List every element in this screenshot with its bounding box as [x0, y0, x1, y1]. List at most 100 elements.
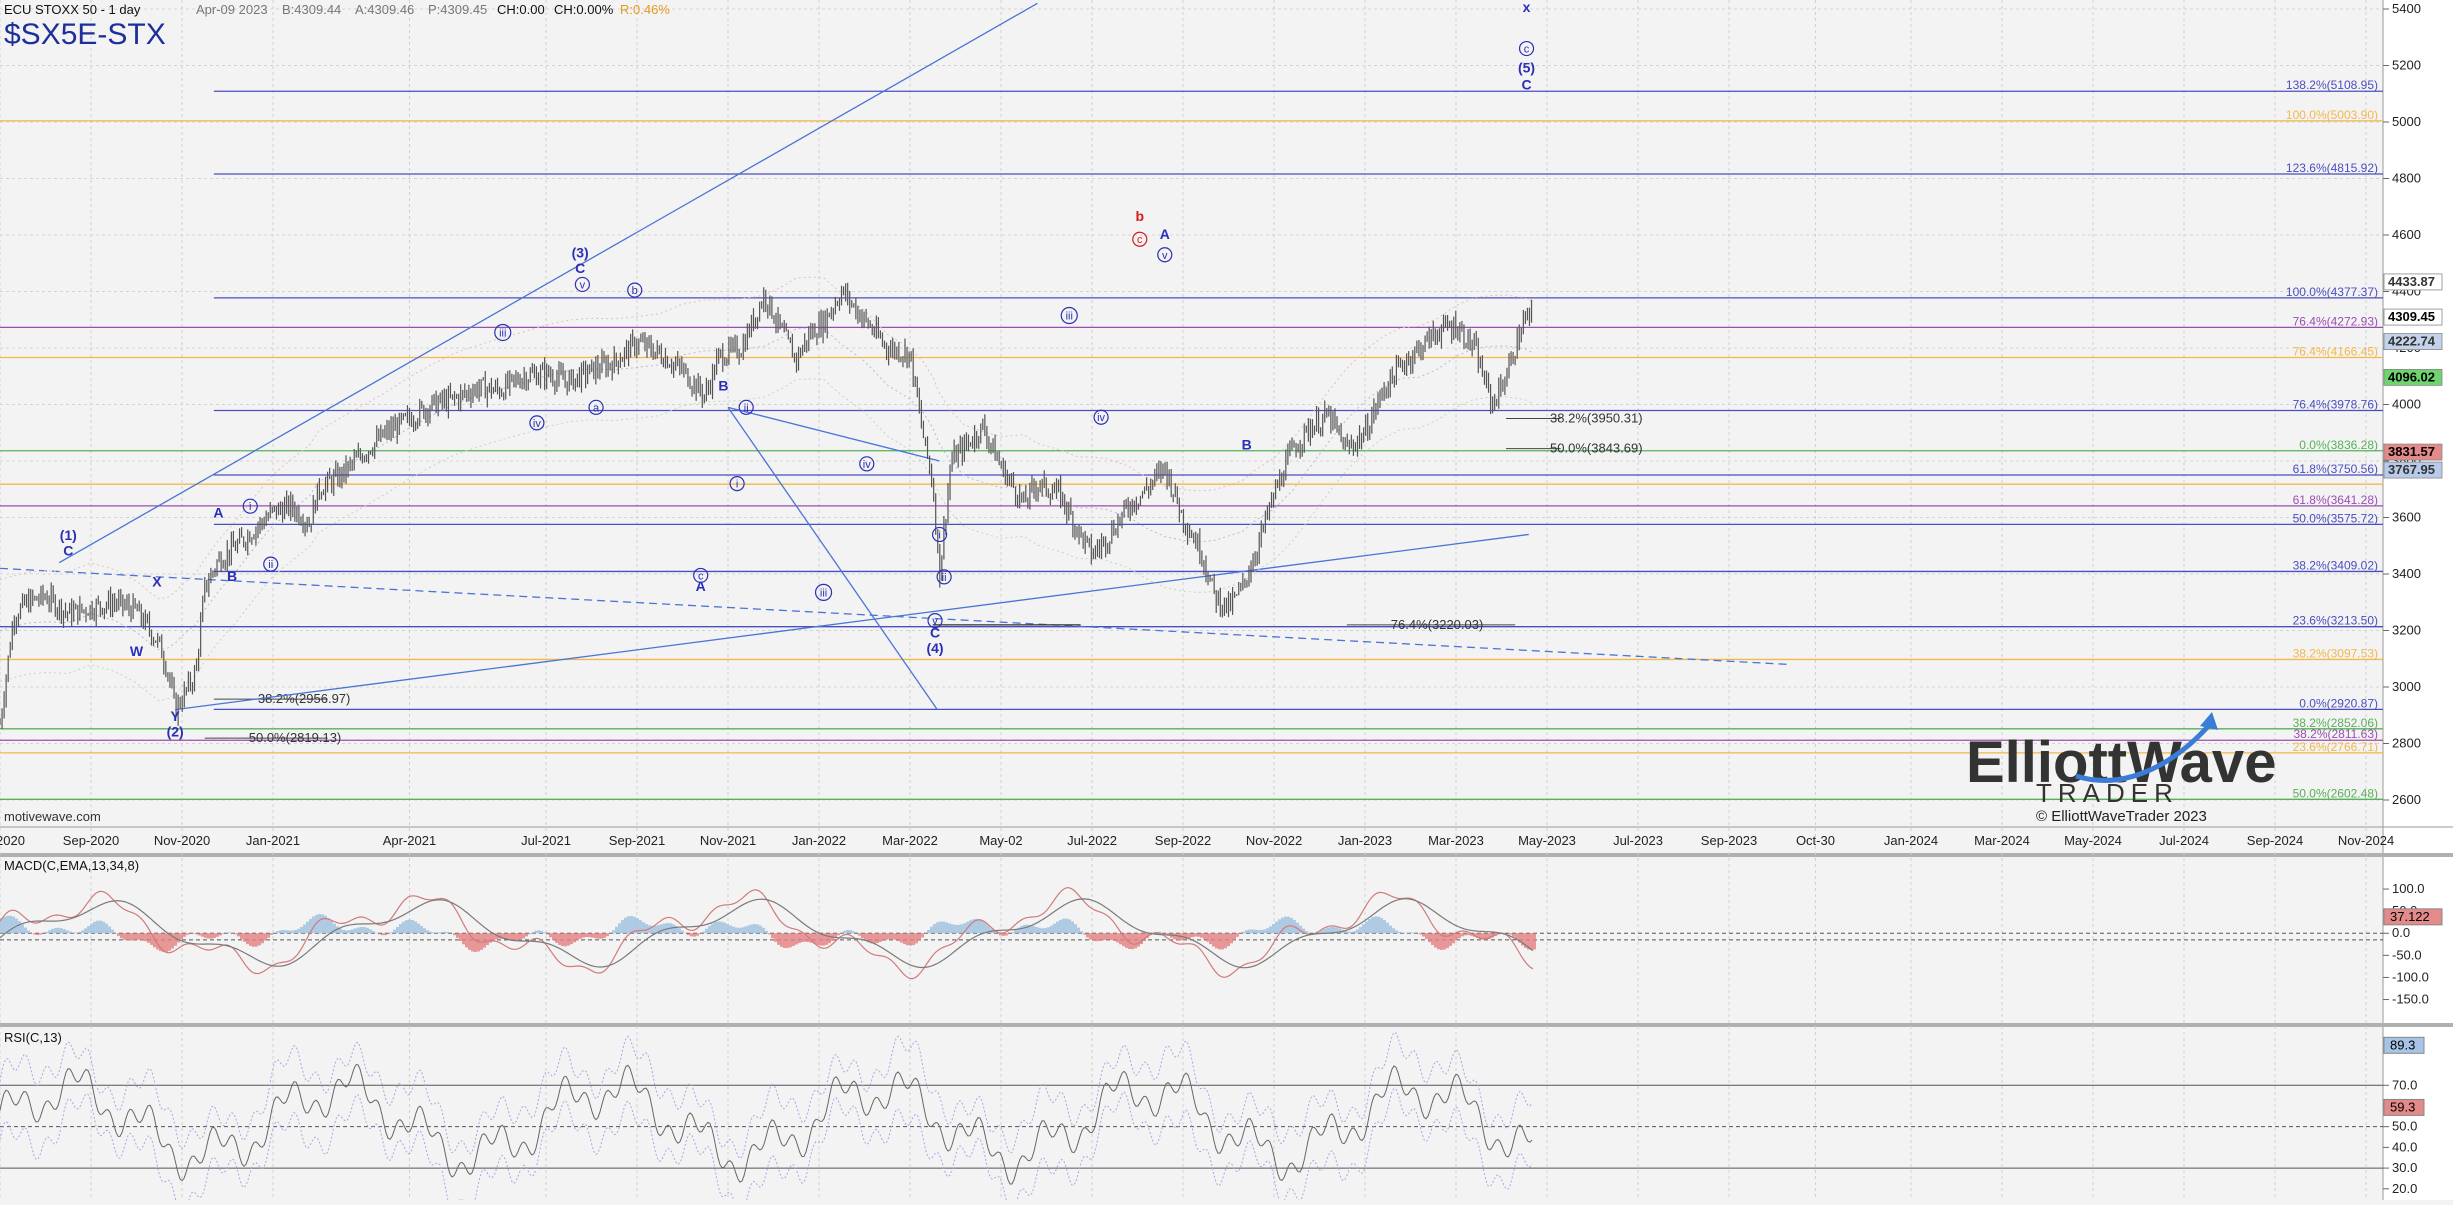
macd-histogram-bar	[594, 933, 597, 938]
time-axis-label: Jul-2023	[1613, 833, 1663, 848]
macd-histogram-bar	[1248, 930, 1251, 934]
macd-histogram-bar	[126, 933, 129, 940]
macd-histogram-bar	[84, 928, 87, 933]
wave-circle-label: iii	[499, 327, 506, 339]
macd-histogram-bar	[474, 933, 477, 952]
fib-level-label: 100.0%(4377.37)	[2286, 285, 2378, 299]
macd-histogram-bar	[693, 933, 696, 936]
macd-histogram-bar	[618, 923, 621, 933]
macd-histogram-bar	[1272, 924, 1275, 933]
macd-histogram-bar	[1056, 922, 1059, 934]
macd-histogram-bar	[54, 928, 57, 933]
wave-label: X	[152, 574, 162, 590]
macd-histogram-bar	[699, 933, 702, 934]
price-axis-label: 2800	[2392, 736, 2421, 751]
macd-histogram-bar	[1413, 932, 1416, 933]
macd-histogram-bar	[24, 928, 27, 934]
macd-histogram-bar	[840, 933, 843, 934]
macd-histogram-bar	[285, 930, 288, 933]
macd-histogram-bar	[744, 926, 747, 933]
price-box-label: 3831.57	[2388, 444, 2435, 459]
macd-histogram-bar	[777, 933, 780, 945]
macd-histogram-bar	[12, 917, 15, 934]
wave-label: W	[130, 643, 144, 659]
logo-subtitle: TRADER	[2036, 778, 2179, 808]
macd-histogram-bar	[435, 933, 438, 934]
macd-histogram-bar	[558, 933, 561, 945]
macd-histogram-bar	[486, 933, 489, 945]
macd-histogram-bar	[1023, 925, 1026, 933]
macd-histogram-bar	[786, 933, 789, 948]
macd-histogram-bar	[1086, 933, 1089, 937]
macd-histogram-bar	[903, 933, 906, 944]
macd-histogram-bar	[1053, 924, 1056, 934]
macd-histogram-bar	[717, 921, 720, 933]
macd-histogram-bar	[1218, 933, 1221, 949]
macd-histogram-bar	[321, 914, 324, 933]
macd-histogram-bar	[96, 921, 99, 934]
macd-histogram-bar	[537, 930, 540, 933]
macd-histogram-bar	[246, 933, 249, 944]
macd-histogram-bar	[543, 932, 546, 933]
header-bid: B:4309.44	[282, 2, 341, 17]
time-axis-label: Sep-2022	[1155, 833, 1211, 848]
price-box-label: 4433.87	[2388, 274, 2435, 289]
macd-histogram-bar	[135, 933, 138, 940]
time-axis-label: Mar-2022	[882, 833, 938, 848]
macd-histogram-bar	[1467, 933, 1470, 935]
macd-histogram-bar	[66, 931, 69, 934]
fib-level-label: 61.8%(3750.56)	[2293, 462, 2378, 476]
rsi-title: RSI(C,13)	[4, 1030, 62, 1045]
macd-histogram-bar	[1287, 917, 1290, 934]
macd-histogram-bar	[753, 924, 756, 933]
price-axis-label: 3400	[2392, 566, 2421, 581]
macd-histogram-bar	[933, 924, 936, 933]
wave-label: (4)	[926, 640, 943, 656]
macd-histogram-bar	[1431, 933, 1434, 945]
time-axis-label: Nov-2021	[700, 833, 756, 848]
macd-histogram-bar	[354, 928, 357, 933]
price-axis-label: 4000	[2392, 397, 2421, 412]
time-axis-label: Oct-30	[1796, 833, 1835, 848]
macd-histogram-bar	[417, 923, 420, 933]
macd-histogram-bar	[687, 933, 690, 935]
wave-circle-label: ii	[744, 402, 749, 414]
macd-histogram-bar	[570, 933, 573, 944]
macd-histogram-bar	[288, 930, 291, 933]
macd-histogram-bar	[99, 921, 102, 934]
macd-histogram-bar	[1227, 933, 1230, 946]
macd-histogram-bar	[432, 932, 435, 933]
macd-histogram-bar	[1461, 933, 1464, 936]
macd-histogram-bar	[1194, 933, 1197, 936]
macd-histogram-bar	[1014, 930, 1017, 933]
rsi-axis-label: 70.0	[2392, 1077, 2417, 1092]
macd-histogram-bar	[1512, 933, 1515, 937]
macd-histogram-bar	[915, 933, 918, 943]
macd-histogram-bar	[1212, 933, 1215, 946]
macd-histogram-bar	[588, 933, 591, 937]
macd-histogram-bar	[1101, 933, 1104, 940]
wave-circle-label: c	[1524, 44, 1530, 56]
macd-histogram-bar	[546, 933, 549, 934]
wave-label: (5)	[1518, 60, 1535, 76]
rsi-axis-label: 40.0	[2392, 1139, 2417, 1154]
macd-histogram-bar	[738, 928, 741, 933]
wave-circle-label: i	[736, 479, 738, 491]
macd-histogram-bar	[1377, 917, 1380, 934]
macd-histogram-bar	[186, 933, 189, 935]
macd-histogram-bar	[1359, 927, 1362, 933]
macd-histogram-bar	[456, 933, 459, 938]
fib-level-label: 76.4%(4166.45)	[2293, 344, 2378, 358]
macd-histogram-bar	[678, 928, 681, 933]
macd-histogram-bar	[1284, 917, 1287, 934]
macd-histogram-bar	[789, 933, 792, 947]
macd-histogram-bar	[396, 927, 399, 933]
wave-circle-label: ii	[942, 572, 947, 584]
macd-histogram-bar	[1188, 933, 1191, 938]
price-axis-label: 3200	[2392, 623, 2421, 638]
macd-histogram-bar	[921, 933, 924, 937]
macd-histogram-bar	[882, 933, 885, 940]
price-axis-label: 4600	[2392, 227, 2421, 242]
macd-histogram-bar	[1119, 933, 1122, 944]
